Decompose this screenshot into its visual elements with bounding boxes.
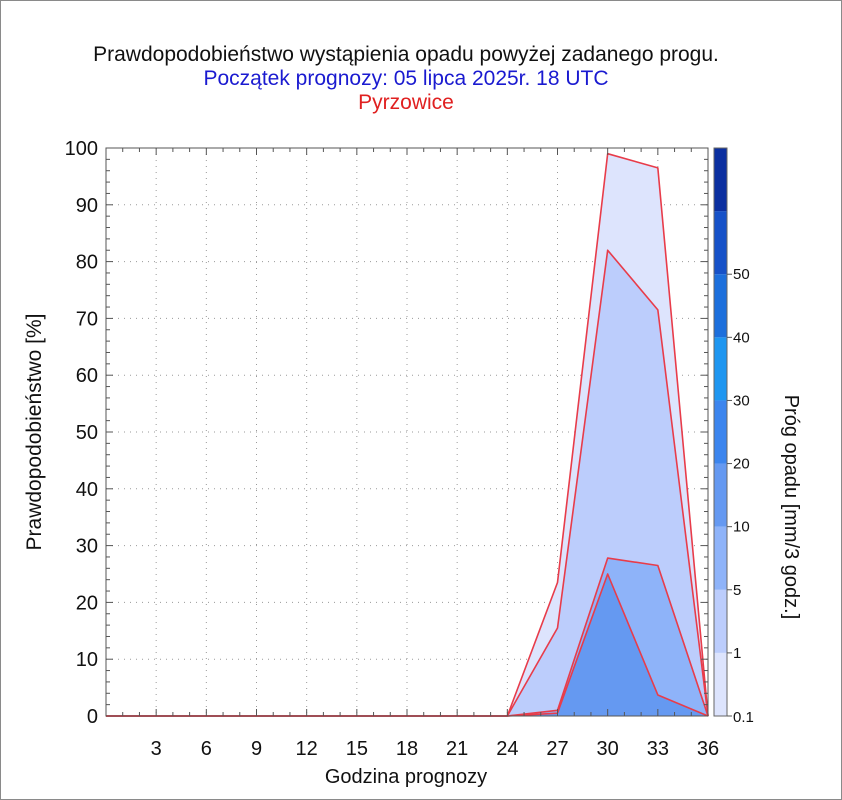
series-area-10 xyxy=(106,574,708,716)
y-tick-label: 20 xyxy=(76,592,98,614)
x-axis-label: Godzina prognozy xyxy=(325,766,487,788)
x-tick-label: 9 xyxy=(251,738,262,760)
x-tick-label: 12 xyxy=(296,738,318,760)
colorbar-border xyxy=(713,147,728,717)
x-tick-label: 30 xyxy=(597,738,619,760)
colorbar-segment xyxy=(714,148,727,212)
y-tick-label: 90 xyxy=(76,195,98,217)
colorbar-tick-label: 0.1 xyxy=(733,709,754,726)
y-tick-label: 50 xyxy=(76,422,98,444)
x-tick-label: 33 xyxy=(647,738,669,760)
y-tick-label: 0 xyxy=(87,706,98,728)
x-tick-label: 6 xyxy=(201,738,212,760)
colorbar-tick-label: 10 xyxy=(733,519,750,536)
colorbar-segment xyxy=(714,337,727,401)
chart-location: Pyrzowice xyxy=(358,91,454,114)
colorbar-tick-label: 30 xyxy=(733,392,750,409)
colorbar-segment xyxy=(714,400,727,464)
x-tick-label: 3 xyxy=(151,738,162,760)
y-tick-label: 10 xyxy=(76,649,98,671)
x-tick-label: 18 xyxy=(396,738,418,760)
x-tick-label: 24 xyxy=(496,738,518,760)
colorbar-tick-label: 20 xyxy=(733,456,750,473)
colorbar-segment xyxy=(714,526,727,590)
y-axis-label: Prawdopodobieństwo [%] xyxy=(23,314,46,551)
colorbar-segment xyxy=(714,589,727,653)
chart-subtitle: Początek prognozy: 05 lipca 2025r. 18 UT… xyxy=(203,67,609,90)
colorbar-segment xyxy=(714,211,727,275)
colorbar-tick-label: 40 xyxy=(733,329,750,346)
colorbar-segment xyxy=(714,652,727,716)
colorbar-segment xyxy=(714,463,727,527)
y-tick-label: 80 xyxy=(76,252,98,274)
x-tick-label: 21 xyxy=(446,738,468,760)
y-tick-label: 30 xyxy=(76,536,98,558)
chart-title: Prawdopodobieństwo wystąpienia opadu pow… xyxy=(93,43,719,66)
colorbar-tick-label: 50 xyxy=(733,266,750,283)
x-tick-label: 27 xyxy=(546,738,568,760)
y-tick-label: 100 xyxy=(65,138,98,160)
colorbar-tick-label: 5 xyxy=(733,582,741,599)
colorbar-tick-label: 1 xyxy=(733,645,741,662)
y-tick-label: 60 xyxy=(76,365,98,387)
y-tick-label: 70 xyxy=(76,308,98,330)
colorbar-axis-label: Próg opadu [mm/3 godz.] xyxy=(780,395,802,620)
x-tick-label: 15 xyxy=(346,738,368,760)
y-tick-label: 40 xyxy=(76,479,98,501)
colorbar-segment xyxy=(714,274,727,338)
x-tick-label: 36 xyxy=(697,738,719,760)
